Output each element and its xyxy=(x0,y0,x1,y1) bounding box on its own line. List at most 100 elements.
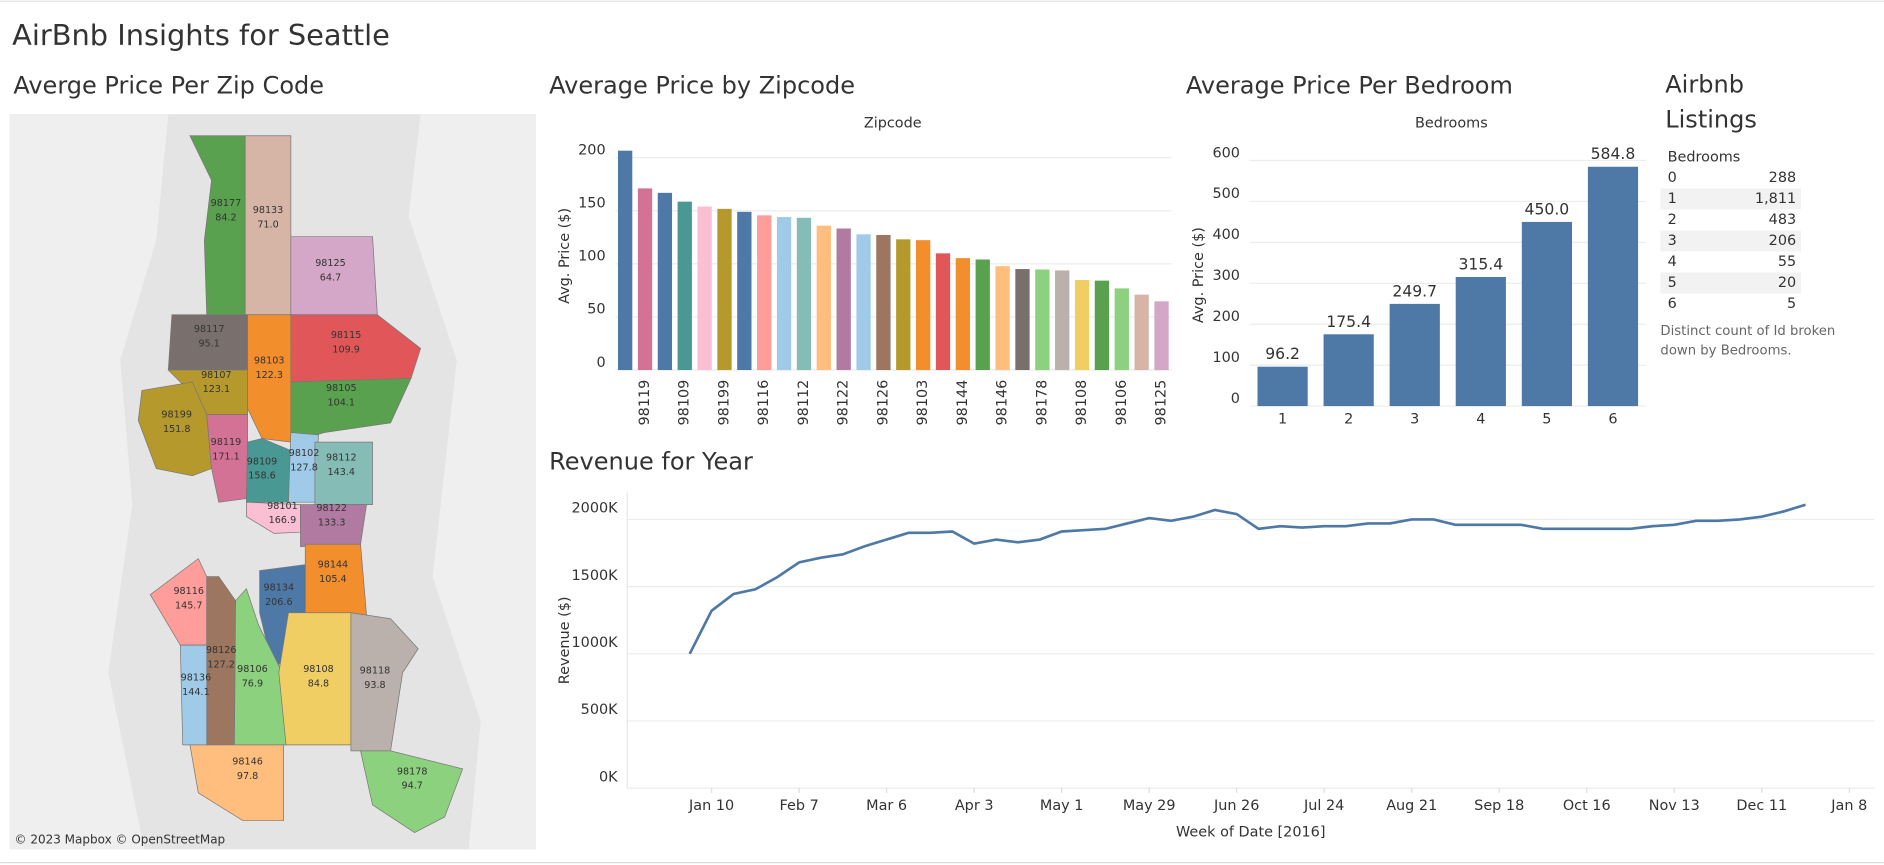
bar xyxy=(637,188,653,371)
zip-value-label: 105.4 xyxy=(319,574,347,585)
y-tick-label: 50 xyxy=(587,302,605,318)
chart-title: Average Price Per Bedroom xyxy=(1186,72,1513,100)
table-cell: 3 xyxy=(1668,233,1677,249)
y-axis-label: Avg. Price ($) xyxy=(1191,227,1207,323)
bar xyxy=(657,192,673,371)
zip-label: 98118 xyxy=(360,665,391,676)
zip-label: 98102 xyxy=(289,448,320,459)
x-tick-label: 3 xyxy=(1410,411,1419,427)
y-tick-label: 0K xyxy=(599,769,618,785)
table-cell: 4 xyxy=(1668,254,1677,270)
bar xyxy=(1154,301,1169,371)
zip-value-label: 166.9 xyxy=(269,515,297,526)
x-tick-label: 2 xyxy=(1344,411,1353,427)
bar xyxy=(955,258,971,371)
bar xyxy=(697,206,712,371)
zip-region xyxy=(278,612,352,746)
chart-title: Average Price by Zipcode xyxy=(549,72,855,100)
y-tick-label: 2000K xyxy=(572,501,619,517)
bar xyxy=(995,266,1010,371)
y-tick-label: 100 xyxy=(1212,350,1240,366)
table-title: Airbnb Listings xyxy=(1665,69,1757,134)
y-tick-label: 200 xyxy=(578,142,606,158)
revenue-line xyxy=(688,503,1806,655)
x-tick-label: 98125 xyxy=(1154,380,1170,426)
value-label: 584.8 xyxy=(1591,145,1636,163)
zip-label: 98146 xyxy=(232,757,263,768)
y-tick-label: 400 xyxy=(1212,227,1240,243)
value-label: 249.7 xyxy=(1392,282,1437,300)
x-tick-label: 98126 xyxy=(875,380,891,426)
table-row-band xyxy=(1660,272,1801,294)
zip-region xyxy=(350,612,419,752)
x-tick-label: Jan 10 xyxy=(688,798,734,814)
x-tick-label: Apr 3 xyxy=(955,798,994,814)
bar xyxy=(856,234,871,371)
x-tick-label: 98146 xyxy=(995,380,1011,426)
zip-value-label: 84.8 xyxy=(308,679,329,690)
zip-value-label: 158.6 xyxy=(248,471,276,482)
table-note: Distinct count of Id broken down by Bedr… xyxy=(1660,323,1836,359)
y-tick-label: 0 xyxy=(1231,391,1240,407)
bar xyxy=(1055,270,1070,371)
x-tick-label: May 29 xyxy=(1123,798,1176,814)
zip-label: 98125 xyxy=(315,258,346,269)
table-cell: 483 xyxy=(1769,212,1797,228)
bar xyxy=(717,208,732,371)
bar xyxy=(1114,288,1129,371)
x-tick-label: 98116 xyxy=(756,380,772,426)
value-label: 96.2 xyxy=(1265,345,1300,363)
table-cell: 55 xyxy=(1778,254,1796,270)
zip-label: 98177 xyxy=(211,198,242,209)
x-tick-label: 98106 xyxy=(1114,380,1130,426)
bar xyxy=(1257,366,1308,407)
x-tick-label: Jun 26 xyxy=(1213,798,1259,814)
bar xyxy=(618,150,633,371)
x-tick-label: 98119 xyxy=(637,380,653,426)
x-tick-label: Sep 18 xyxy=(1474,798,1524,814)
x-tick-label: 98144 xyxy=(955,380,971,426)
table-cell: 0 xyxy=(1668,170,1677,186)
zip-label: 98122 xyxy=(316,503,347,514)
zip-label: 98109 xyxy=(247,456,278,467)
bar xyxy=(915,240,931,371)
table-cell: 20 xyxy=(1778,275,1796,291)
zip-label: 98116 xyxy=(173,586,204,597)
x-tick-label: Jul 24 xyxy=(1303,798,1344,814)
x-header: Bedrooms xyxy=(1415,116,1488,132)
table-cell: 288 xyxy=(1769,170,1797,186)
table-header: Bedrooms xyxy=(1668,149,1741,165)
zip-value-label: 104.1 xyxy=(328,397,356,408)
map-attribution: © 2023 Mapbox © OpenStreetMap xyxy=(15,832,226,846)
y-tick-label: 200 xyxy=(1212,309,1240,325)
x-tick-label: 98112 xyxy=(796,380,812,426)
table-cell: 5 xyxy=(1787,296,1796,312)
table-note-box: Distinct count of Id broken down by Bedr… xyxy=(1660,323,1836,359)
value-label: 175.4 xyxy=(1326,313,1371,331)
zip-value-label: 97.8 xyxy=(237,771,258,782)
bar xyxy=(1521,221,1573,407)
zip-value-label: 151.8 xyxy=(163,424,191,435)
zip-value-label: 127.8 xyxy=(290,462,318,473)
bar xyxy=(1455,277,1506,407)
x-tick-label: 98178 xyxy=(1034,380,1050,426)
x-tick-label: 98199 xyxy=(716,380,732,426)
zip-label: 98144 xyxy=(318,560,349,571)
y-axis-label: Revenue ($) xyxy=(557,596,573,684)
zip-value-label: 76.9 xyxy=(242,679,263,690)
zip-label: 98117 xyxy=(194,324,225,335)
value-label: 315.4 xyxy=(1458,255,1503,273)
y-tick-label: 300 xyxy=(1212,268,1240,284)
value-label: 450.0 xyxy=(1525,200,1570,218)
zip-region xyxy=(290,314,422,383)
table-cell: 206 xyxy=(1769,233,1797,249)
x-tick-label: 6 xyxy=(1608,411,1617,427)
zip-label: 98105 xyxy=(326,383,357,394)
x-tick-label: Dec 11 xyxy=(1736,798,1787,814)
zip-value-label: 95.1 xyxy=(198,339,219,350)
bar xyxy=(1323,334,1374,407)
table-cell: 2 xyxy=(1668,212,1677,228)
bar xyxy=(776,217,792,371)
